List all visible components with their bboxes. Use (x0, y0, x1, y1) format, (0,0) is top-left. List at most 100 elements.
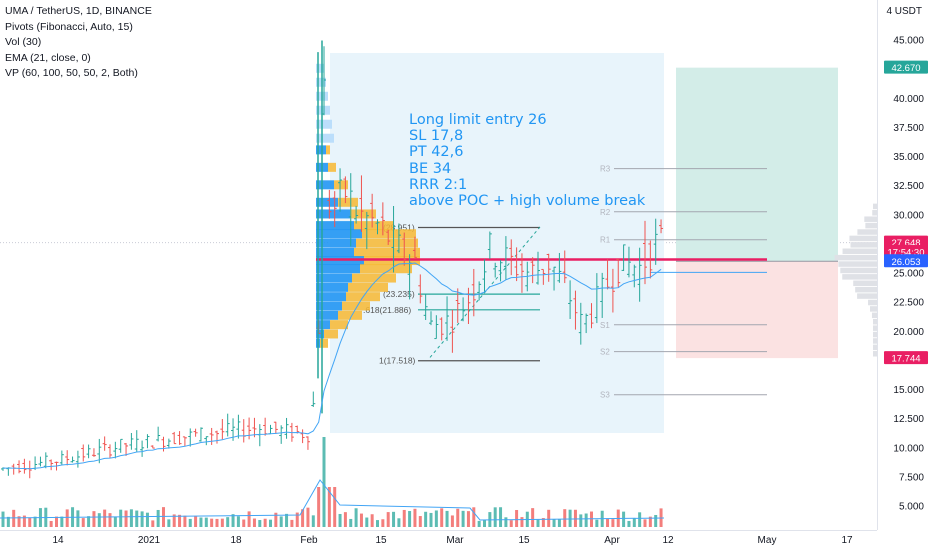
candle (412, 236, 417, 260)
candle (279, 425, 284, 444)
candle (610, 268, 615, 313)
x-tick-label: 18 (230, 535, 242, 546)
price-tag (884, 254, 928, 268)
volume-bar (472, 507, 476, 527)
legend-pivots[interactable]: Pivots (Fibonacci, Auto, 15) (5, 20, 133, 33)
volume-bar (178, 514, 182, 527)
pivot-label-r3: R3 (600, 165, 611, 174)
vp-sell-bar (348, 282, 388, 292)
candle (643, 220, 647, 285)
volume-bar (376, 520, 379, 527)
volume-bar (119, 509, 123, 527)
y-tick-label: 45.000 (893, 36, 924, 47)
trade-note[interactable]: Long limit entry 26 SL 17,8 PT 42,6 BE 3… (409, 112, 645, 209)
fib-label: 1(17.518) (379, 356, 416, 366)
vp-sell-bar (330, 320, 348, 330)
y-tick-label: 7.500 (899, 472, 924, 483)
volume-bar (1, 511, 5, 527)
candle (450, 309, 455, 353)
candle (380, 202, 385, 236)
vp-sell-bar (342, 301, 370, 311)
candle (530, 257, 535, 284)
volume-bar (392, 511, 396, 527)
legend-symbol[interactable]: UMA / TetherUS, 1D, BINANCE (5, 5, 152, 17)
position-profit-zone (676, 67, 838, 262)
volume-bar (199, 517, 203, 527)
volume-bar (167, 519, 171, 527)
candle (503, 236, 508, 280)
volume-bar (151, 520, 155, 527)
volume-bar (424, 511, 428, 527)
pivot-label-s2: S2 (600, 348, 610, 357)
candle (118, 438, 123, 453)
vp-sell-bar (338, 197, 358, 207)
volume-bar (258, 520, 262, 527)
candle (573, 290, 578, 330)
candle (637, 247, 642, 302)
volume-bar (97, 513, 101, 527)
candle (477, 281, 482, 301)
volume-bar (188, 518, 192, 527)
volume-bar (365, 517, 369, 527)
volume-bar (552, 519, 556, 527)
candle (220, 419, 225, 440)
volume-bar (129, 509, 133, 527)
legend-volume[interactable]: Vol (30) (5, 36, 42, 48)
volume-bar (172, 514, 176, 527)
candle (252, 417, 257, 438)
volume-bar (627, 520, 631, 527)
candle (156, 426, 161, 442)
session-profile-bar (870, 306, 877, 312)
volume-bar (22, 515, 26, 527)
volume-bar (483, 519, 486, 527)
candle (653, 218, 658, 265)
legend-ema[interactable]: EMA (21, close, 0) (5, 51, 91, 64)
session-profile-bar (873, 325, 877, 331)
volume-bar (381, 519, 385, 527)
candle (434, 315, 439, 340)
chart-legend: UMA / TetherUS, 1D, BINANCE Pivots (Fibo… (5, 4, 152, 82)
candle (354, 205, 359, 224)
price-axis[interactable] (877, 0, 932, 530)
candle (343, 176, 348, 204)
volume-bar (87, 516, 91, 527)
session-profile-bar (840, 267, 877, 274)
volume-bar (92, 511, 96, 527)
volume-bar (183, 515, 187, 527)
candle (578, 302, 583, 345)
note-stop-loss: SL 17,8 (409, 128, 464, 145)
volume-bar (622, 511, 626, 527)
candle (86, 444, 91, 459)
volume-bar (343, 512, 347, 527)
candle (97, 438, 102, 464)
volume-bar (28, 517, 32, 527)
session-profile-bar (872, 210, 877, 216)
session-profile-bar (873, 203, 877, 210)
candle (487, 231, 492, 259)
volume-bar (311, 515, 315, 527)
x-tick-label: 12 (662, 535, 674, 546)
y-tick-label: 35.000 (893, 152, 924, 163)
candle (338, 168, 343, 212)
volume-bar (531, 508, 535, 527)
candle (429, 311, 433, 326)
legend-volume-profile[interactable]: VP (60, 100, 50, 50, 2, Both) (5, 67, 138, 79)
volume-bar (643, 519, 647, 527)
vp-sell-bar (354, 221, 394, 231)
volume-bar (499, 507, 503, 527)
candle (273, 421, 278, 434)
candle (284, 417, 289, 439)
volume-bar (242, 519, 246, 527)
volume-bar (33, 516, 37, 527)
candle (552, 266, 557, 291)
volume-bar (236, 516, 240, 527)
vp-buy-bar (316, 197, 338, 207)
candle (81, 444, 86, 462)
x-tick-label: 15 (518, 535, 530, 546)
session-profile-bar (853, 280, 877, 287)
candle (172, 431, 177, 445)
candle (182, 436, 187, 447)
pivot-label-r1: R1 (600, 236, 611, 245)
time-axis[interactable] (0, 530, 877, 551)
